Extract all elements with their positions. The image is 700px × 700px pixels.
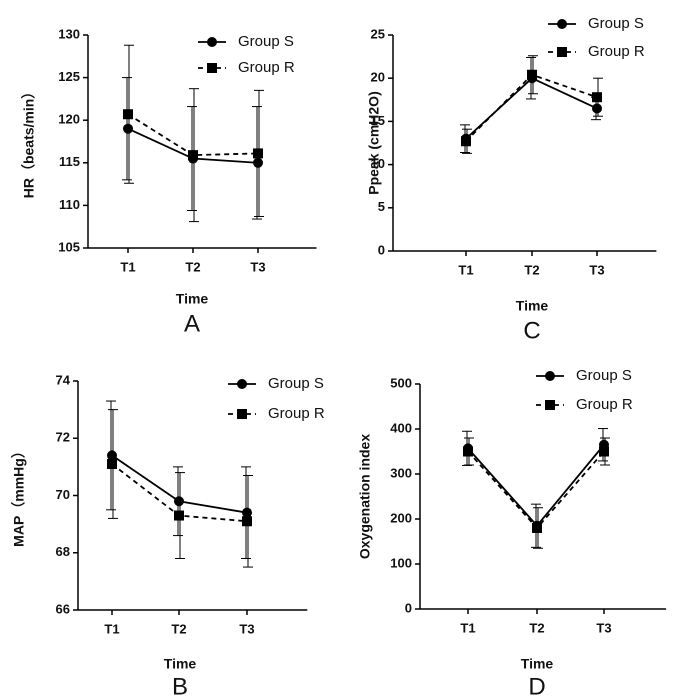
data-point xyxy=(188,150,198,161)
x-axis-title: Time xyxy=(176,291,209,307)
x-axis-title: Time xyxy=(164,656,197,672)
legend-marker xyxy=(557,47,567,57)
legend-marker xyxy=(207,63,217,73)
data-point xyxy=(463,446,473,457)
data-point xyxy=(253,148,263,159)
data-point xyxy=(527,69,537,80)
y-tick-label: 25 xyxy=(371,26,385,41)
data-point xyxy=(592,92,602,103)
x-axis-title: Time xyxy=(521,656,554,672)
y-tick-label: 0 xyxy=(378,242,385,257)
legend-label: Group S xyxy=(268,375,324,392)
y-axis-title: Oxygenation index xyxy=(357,434,373,559)
legend-label: Group R xyxy=(268,405,325,422)
x-tick-label: T3 xyxy=(250,259,265,274)
y-tick-label: 72 xyxy=(56,430,70,445)
panel-label: C xyxy=(523,317,540,344)
y-axis-title: Ppeak (cmH2O) xyxy=(366,91,382,194)
legend-label: Group R xyxy=(238,59,295,76)
legend-marker xyxy=(207,37,217,47)
legend-marker xyxy=(545,400,555,410)
data-point xyxy=(599,446,609,457)
data-point xyxy=(174,496,184,507)
y-tick-label: 120 xyxy=(58,112,80,127)
panel: 105 110 115 120 125 130 T1 T2 T3 HR（beats/min） Tim… xyxy=(21,26,317,337)
data-point xyxy=(253,157,263,168)
data-point xyxy=(242,507,252,518)
legend-marker xyxy=(237,409,247,419)
data-point xyxy=(123,109,133,120)
series-line xyxy=(127,113,259,157)
data-point xyxy=(592,103,602,114)
data-point xyxy=(532,523,542,533)
y-tick-label: 400 xyxy=(390,420,412,435)
x-axis-title: Time xyxy=(516,298,549,314)
panel-label: A xyxy=(184,310,200,337)
panel-label: D xyxy=(528,673,545,700)
x-tick-label: T3 xyxy=(239,621,254,636)
data-point xyxy=(461,136,471,147)
x-tick-label: T2 xyxy=(529,620,544,635)
x-tick-label: T1 xyxy=(120,259,135,274)
y-tick-label: 200 xyxy=(390,510,412,525)
panel: 0 5 10 15 20 25 T1 T2 T3 Ppeak (cmH2O) Time C Group … xyxy=(366,15,657,344)
y-tick-label: 70 xyxy=(56,487,70,502)
y-tick-label: 100 xyxy=(390,555,412,570)
y-tick-label: 130 xyxy=(58,26,80,41)
y-tick-label: 0 xyxy=(405,600,412,615)
y-tick-label: 125 xyxy=(58,69,80,84)
x-tick-label: T3 xyxy=(596,620,611,635)
legend-label: Group S xyxy=(238,33,294,50)
x-tick-label: T2 xyxy=(524,262,539,277)
y-tick-label: 500 xyxy=(390,375,412,390)
y-tick-label: 10 xyxy=(371,156,385,171)
y-tick-label: 74 xyxy=(56,372,71,387)
legend-marker xyxy=(557,19,567,29)
y-tick-label: 5 xyxy=(378,199,385,214)
y-axis-title: MAP（mmHg） xyxy=(11,444,27,547)
legend-label: Group R xyxy=(576,396,633,413)
panel-label: B xyxy=(172,673,188,700)
x-tick-label: T1 xyxy=(460,620,475,635)
data-point xyxy=(174,510,184,521)
legend-label: Group S xyxy=(576,367,632,384)
x-tick-label: T1 xyxy=(104,621,119,636)
y-tick-label: 105 xyxy=(58,239,80,254)
legend-marker xyxy=(237,379,247,389)
y-tick-label: 300 xyxy=(390,465,412,480)
legend-label: Group R xyxy=(588,43,645,60)
y-tick-label: 68 xyxy=(56,544,70,559)
panel: 0 100 200 300 400 500 T1 T2 T3 Oxygenation index T… xyxy=(357,367,667,700)
legend-marker xyxy=(545,371,555,381)
y-tick-label: 15 xyxy=(371,113,385,128)
data-point xyxy=(123,123,133,134)
data-point xyxy=(107,459,117,470)
y-tick-label: 20 xyxy=(371,70,385,85)
x-tick-label: T2 xyxy=(185,259,200,274)
x-tick-label: T2 xyxy=(171,621,186,636)
y-tick-label: 110 xyxy=(59,197,80,212)
legend-label: Group S xyxy=(588,15,644,32)
x-tick-label: T3 xyxy=(589,262,604,277)
y-tick-label: 115 xyxy=(59,154,80,169)
y-axis-title: HR（beats/min） xyxy=(21,85,37,199)
x-tick-label: T1 xyxy=(458,262,473,277)
data-point xyxy=(242,516,252,527)
y-tick-label: 66 xyxy=(56,601,70,616)
data-point xyxy=(107,450,117,461)
